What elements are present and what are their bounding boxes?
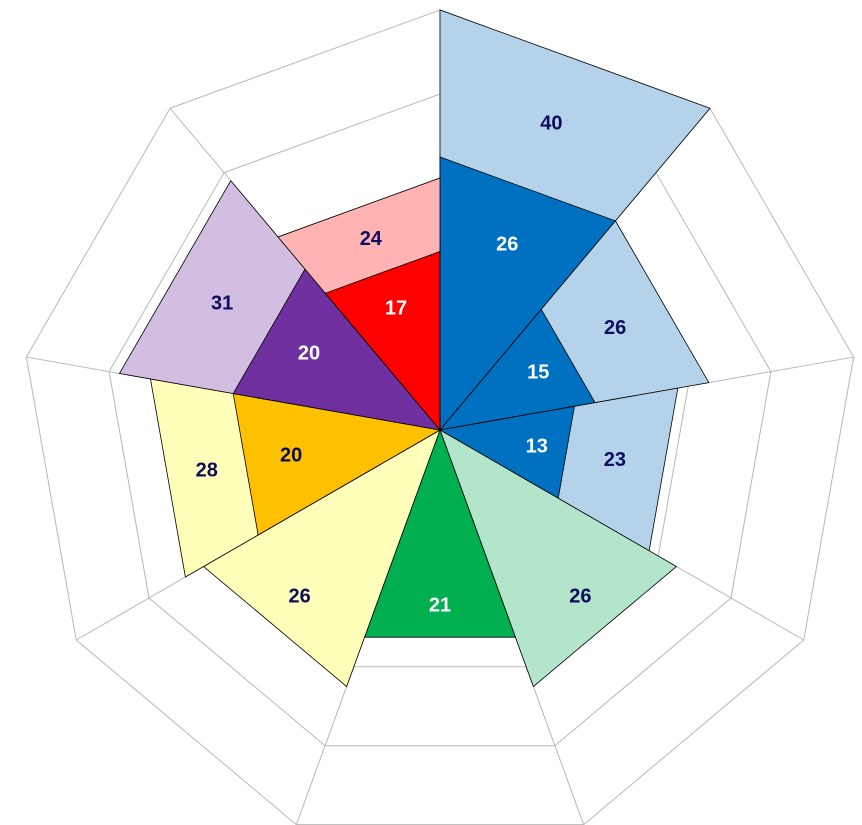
data-label: 21 <box>429 595 451 617</box>
data-label: 20 <box>298 343 320 365</box>
data-label: 24 <box>360 228 383 250</box>
sector <box>324 250 441 432</box>
data-label: 40 <box>540 112 562 134</box>
data-label: 26 <box>288 586 310 608</box>
data-label: 23 <box>604 449 626 471</box>
data-label: 26 <box>496 234 518 256</box>
data-label: 17 <box>385 298 407 320</box>
data-label: 15 <box>527 362 549 384</box>
sectors <box>118 9 711 688</box>
data-label: 26 <box>569 586 591 608</box>
data-label: 31 <box>211 292 233 314</box>
data-labels: 40 26 26 15 23 13 26 21 26 28 20 31 20 24 17 <box>196 112 627 616</box>
grid-ring <box>108 93 772 747</box>
data-label: 28 <box>196 459 218 481</box>
data-label: 20 <box>280 445 302 467</box>
data-label: 26 <box>604 317 626 339</box>
data-label: 13 <box>526 435 548 457</box>
